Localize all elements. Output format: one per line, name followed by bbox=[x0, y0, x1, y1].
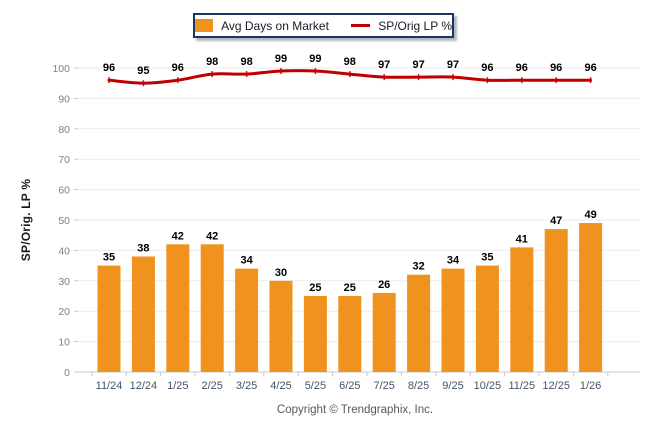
line-value-label: 98 bbox=[240, 56, 252, 68]
y-tick-label: 90 bbox=[58, 93, 70, 105]
bar bbox=[235, 268, 259, 372]
line-value-label: 96 bbox=[103, 62, 115, 74]
y-tick-label: 10 bbox=[58, 337, 70, 349]
line-value-label: 97 bbox=[412, 59, 424, 71]
line-value-label: 98 bbox=[344, 56, 356, 68]
legend-line-swatch-icon bbox=[350, 24, 371, 27]
x-tick-label: 2/25 bbox=[201, 380, 222, 392]
x-tick-label: 1/25 bbox=[167, 380, 188, 392]
x-tick-label: 1/26 bbox=[580, 380, 601, 392]
bar bbox=[338, 296, 362, 372]
bar-value-label: 49 bbox=[584, 209, 596, 221]
x-tick-label: 12/24 bbox=[130, 380, 158, 392]
y-tick-label: 30 bbox=[58, 276, 70, 288]
y-tick-label: 50 bbox=[58, 215, 70, 227]
bar-value-label: 26 bbox=[378, 279, 390, 291]
x-tick-label: 10/25 bbox=[474, 380, 502, 392]
x-tick-label: 6/25 bbox=[339, 380, 360, 392]
x-tick-label: 3/25 bbox=[236, 380, 257, 392]
x-tick-label: 9/25 bbox=[442, 380, 463, 392]
y-tick-label: 40 bbox=[58, 245, 70, 257]
line-value-label: 99 bbox=[275, 53, 287, 65]
bar bbox=[131, 256, 155, 372]
bar-value-label: 34 bbox=[240, 255, 253, 267]
line-value-label: 96 bbox=[584, 62, 596, 74]
bar-value-label: 42 bbox=[172, 230, 184, 242]
y-tick-label: 0 bbox=[64, 367, 70, 379]
line-value-label: 95 bbox=[137, 65, 149, 77]
bar-value-label: 30 bbox=[275, 267, 287, 279]
bar bbox=[372, 292, 396, 372]
bar bbox=[544, 229, 568, 372]
bar-value-label: 47 bbox=[550, 215, 562, 227]
line-value-label: 96 bbox=[516, 62, 528, 74]
copyright-text: Copyright © Trendgraphix, Inc. bbox=[276, 404, 434, 416]
line-value-label: 96 bbox=[550, 62, 562, 74]
bar-value-label: 41 bbox=[516, 233, 528, 245]
bar-value-label: 35 bbox=[103, 252, 115, 264]
bar-value-label: 38 bbox=[137, 242, 149, 254]
bar bbox=[269, 280, 293, 372]
y-tick-label: 60 bbox=[58, 185, 70, 197]
y-tick-label: 100 bbox=[52, 63, 70, 75]
legend-line-label: SP/Orig LP % bbox=[378, 18, 452, 33]
bar bbox=[475, 265, 499, 372]
bar bbox=[303, 296, 327, 372]
bar-value-label: 25 bbox=[344, 282, 356, 294]
bar bbox=[166, 244, 190, 372]
bar bbox=[97, 265, 121, 372]
line-value-label: 98 bbox=[206, 56, 218, 68]
bar bbox=[510, 247, 534, 372]
line-value-label: 97 bbox=[378, 59, 390, 71]
bar-value-label: 35 bbox=[481, 252, 493, 264]
chart-legend: Avg Days on Market SP/Orig LP % bbox=[193, 13, 454, 38]
line-value-label: 99 bbox=[309, 53, 321, 65]
legend-bar-swatch-icon bbox=[195, 19, 214, 32]
x-tick-label: 12/25 bbox=[542, 380, 570, 392]
x-tick-label: 5/25 bbox=[305, 380, 326, 392]
line-value-label: 96 bbox=[172, 62, 184, 74]
line-value-label: 97 bbox=[447, 59, 459, 71]
y-tick-label: 70 bbox=[58, 154, 70, 166]
legend-bar-label: Avg Days on Market bbox=[221, 18, 329, 33]
bar-value-label: 42 bbox=[206, 230, 218, 242]
bar-value-label: 32 bbox=[412, 261, 424, 273]
x-tick-label: 11/25 bbox=[508, 380, 535, 392]
x-tick-label: 8/25 bbox=[408, 380, 429, 392]
bar-value-label: 34 bbox=[447, 255, 460, 267]
line-value-label: 96 bbox=[481, 62, 493, 74]
bar-value-label: 25 bbox=[309, 282, 321, 294]
bar bbox=[579, 223, 603, 372]
y-tick-label: 80 bbox=[58, 124, 70, 136]
bar bbox=[407, 274, 431, 372]
x-tick-label: 7/25 bbox=[373, 380, 394, 392]
y-tick-label: 20 bbox=[58, 306, 70, 318]
bar bbox=[200, 244, 224, 372]
bar bbox=[441, 268, 465, 372]
x-tick-label: 4/25 bbox=[270, 380, 291, 392]
x-tick-label: 11/24 bbox=[96, 380, 123, 392]
